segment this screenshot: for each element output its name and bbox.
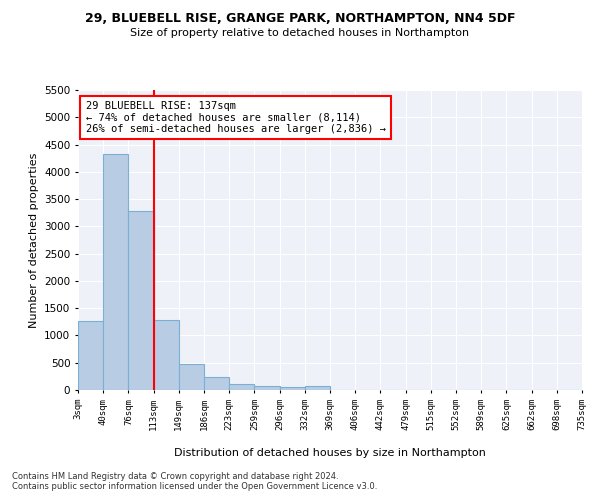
Text: Contains HM Land Registry data © Crown copyright and database right 2024.: Contains HM Land Registry data © Crown c… <box>12 472 338 481</box>
Y-axis label: Number of detached properties: Number of detached properties <box>29 152 38 328</box>
Text: 29 BLUEBELL RISE: 137sqm
← 74% of detached houses are smaller (8,114)
26% of sem: 29 BLUEBELL RISE: 137sqm ← 74% of detach… <box>86 101 386 134</box>
Bar <box>128 210 154 390</box>
Bar <box>78 320 103 390</box>
Bar <box>204 378 229 390</box>
Bar <box>229 384 254 390</box>
Bar <box>280 387 305 390</box>
Bar <box>103 154 128 390</box>
Text: Distribution of detached houses by size in Northampton: Distribution of detached houses by size … <box>174 448 486 458</box>
Text: Size of property relative to detached houses in Northampton: Size of property relative to detached ho… <box>130 28 470 38</box>
Bar <box>154 320 179 390</box>
Text: 29, BLUEBELL RISE, GRANGE PARK, NORTHAMPTON, NN4 5DF: 29, BLUEBELL RISE, GRANGE PARK, NORTHAMP… <box>85 12 515 26</box>
Bar <box>254 386 280 390</box>
Bar <box>305 386 330 390</box>
Bar <box>179 364 204 390</box>
Text: Contains public sector information licensed under the Open Government Licence v3: Contains public sector information licen… <box>12 482 377 491</box>
